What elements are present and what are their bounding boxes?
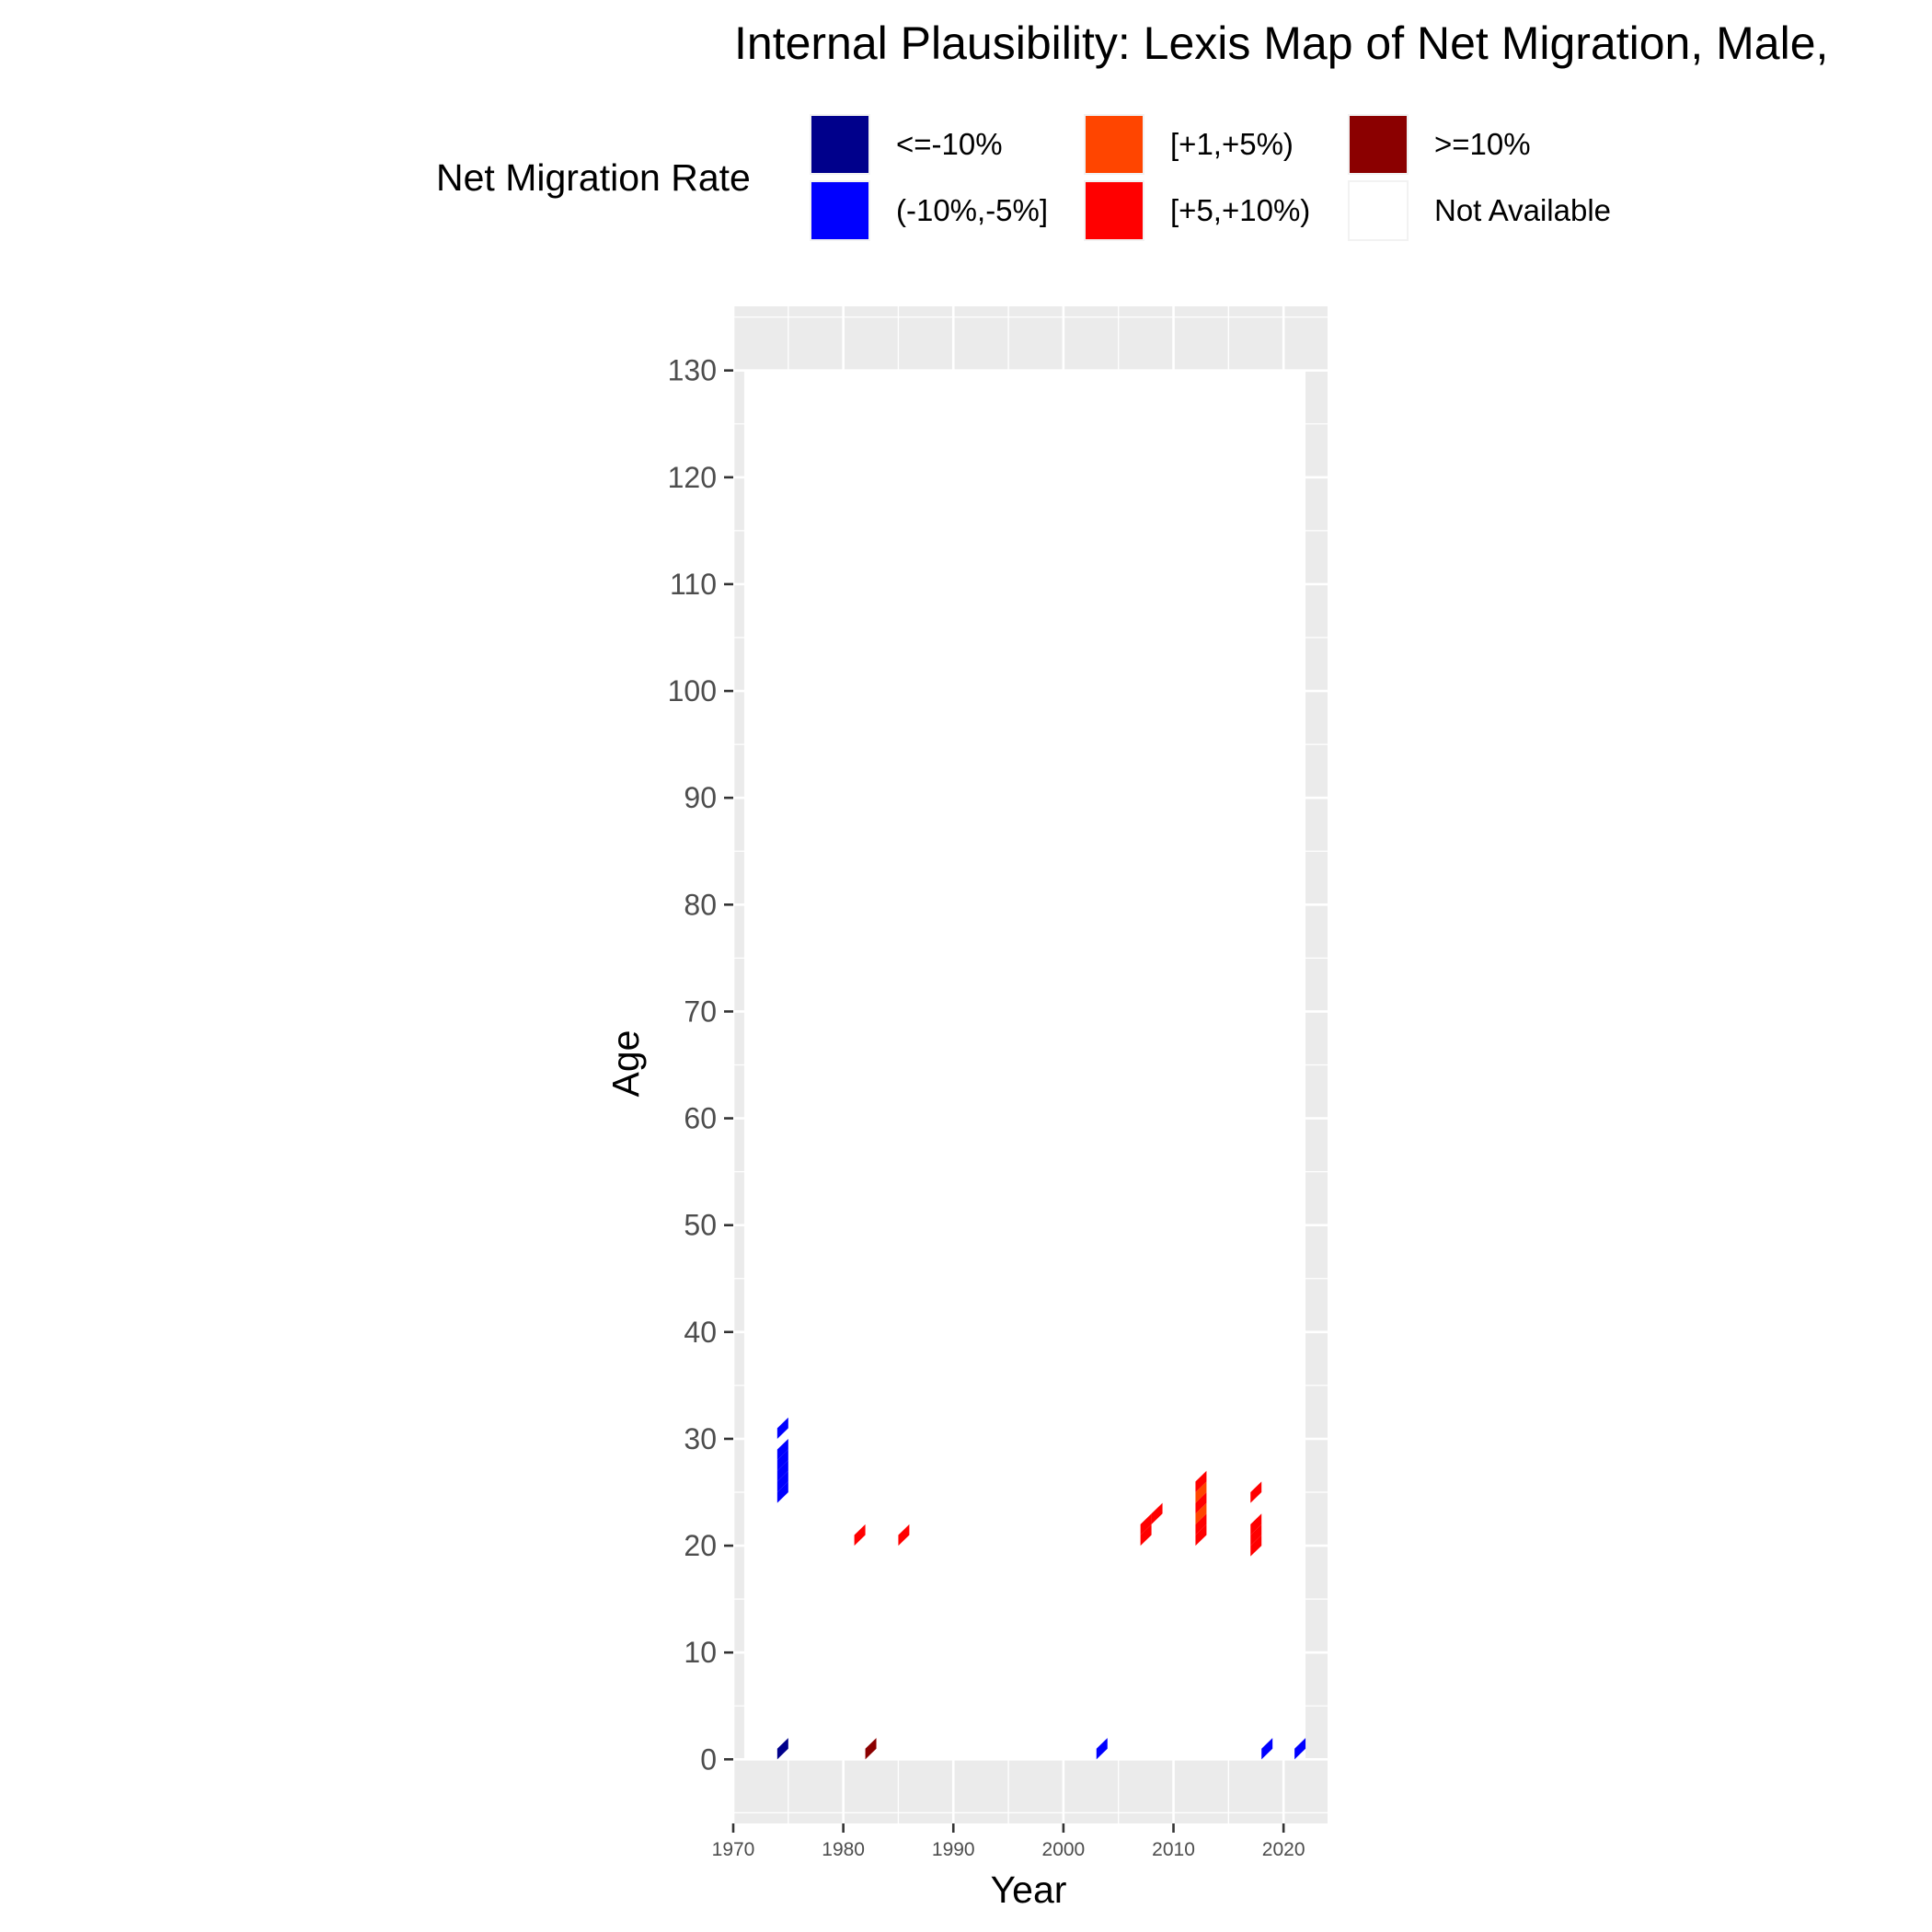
- legend-swatch: [1348, 180, 1409, 241]
- x-tick-label: 1990: [932, 1839, 975, 1860]
- lexis-cell: [1151, 1502, 1163, 1524]
- y-tick-label: 0: [700, 1742, 717, 1776]
- lexis-cell: [1250, 1535, 1262, 1557]
- legend-label: [+5,+10%): [1170, 193, 1311, 227]
- lexis-cell: [1195, 1492, 1207, 1514]
- legend-swatch: [810, 114, 870, 175]
- not-available-area: [743, 370, 1306, 1760]
- y-tick-label: 10: [684, 1636, 717, 1669]
- legend-swatch: [810, 180, 870, 241]
- legend-item-ge-10: >=10%: [1348, 112, 1531, 177]
- x-tick-label: 1970: [712, 1839, 755, 1860]
- legend-swatch: [1084, 180, 1144, 241]
- lexis-cell: [854, 1524, 866, 1547]
- lexis-cell: [898, 1524, 910, 1547]
- legend-label: (-10%,-5%]: [896, 193, 1049, 227]
- lexis-cell: [1250, 1513, 1262, 1535]
- chart-title: Internal Plausibility: Lexis Map of Net …: [734, 17, 1829, 69]
- lexis-cell: [1096, 1738, 1108, 1760]
- y-tick-label: 70: [684, 995, 717, 1028]
- axes: 0 10 20 30 40 50 60 70 80 90 100 110 120 130 1970 1980 1…: [668, 354, 1305, 1860]
- y-tick-label: 90: [684, 781, 717, 814]
- lexis-cell: [1261, 1738, 1273, 1760]
- lexis-cell: [776, 1417, 788, 1439]
- lexis-cell: [1195, 1513, 1207, 1535]
- y-tick-label: 120: [668, 461, 717, 494]
- lexis-cell: [1195, 1524, 1207, 1547]
- y-tick-label: 60: [684, 1102, 717, 1135]
- lexis-cell: [1250, 1481, 1262, 1503]
- lexis-cell: [776, 1470, 788, 1493]
- legend-title: Net Migration Rate: [436, 156, 751, 199]
- x-tick-label: 2000: [1042, 1839, 1086, 1860]
- y-tick-label: 80: [684, 888, 717, 921]
- y-tick-label: 30: [684, 1422, 717, 1455]
- plot-panel: [731, 306, 1328, 1823]
- legend-label: <=-10%: [896, 127, 1003, 161]
- lexis-cell: [1294, 1738, 1306, 1760]
- lexis-cell: [776, 1449, 788, 1471]
- y-tick-label: 100: [668, 674, 717, 707]
- lexis-cell: [1195, 1470, 1207, 1493]
- legend-item-le-minus10: <=-10%: [810, 112, 1003, 177]
- x-tick-label: 2020: [1262, 1839, 1305, 1860]
- lexis-cell: [776, 1438, 788, 1461]
- x-tick-label: 1980: [822, 1839, 865, 1860]
- lexis-cell: [865, 1738, 877, 1760]
- lexis-cell: [1195, 1481, 1207, 1503]
- x-axis-title: Year: [991, 1869, 1067, 1911]
- legend-item-plus1-plus5: [+1,+5%): [1084, 112, 1294, 177]
- y-axis-title: Age: [604, 1030, 647, 1098]
- legend-item-plus5-plus10: [+5,+10%): [1084, 178, 1310, 243]
- lexis-cell: [1195, 1502, 1207, 1524]
- lexis-cell: [1250, 1524, 1262, 1547]
- legend-swatch: [1084, 114, 1144, 175]
- data-cells: [776, 1417, 1306, 1760]
- legend-item-minus10-minus5: (-10%,-5%]: [810, 178, 1048, 243]
- lexis-cell: [776, 1481, 788, 1503]
- legend-item-not-available: Not Available: [1348, 178, 1611, 243]
- x-tick-label: 2010: [1152, 1839, 1195, 1860]
- legend-label: Not Available: [1434, 193, 1612, 227]
- lexis-cell: [776, 1738, 788, 1760]
- y-tick-label: 20: [684, 1529, 717, 1562]
- y-tick-label: 110: [670, 568, 717, 601]
- legend-swatch: [1348, 114, 1409, 175]
- y-tick-label: 40: [684, 1316, 717, 1349]
- legend-label: [+1,+5%): [1170, 127, 1294, 161]
- y-tick-label: 130: [668, 354, 717, 387]
- y-tick-label: 50: [684, 1209, 717, 1242]
- legend-label: >=10%: [1434, 127, 1531, 161]
- lexis-cell: [1140, 1513, 1152, 1535]
- lexis-cell: [776, 1460, 788, 1482]
- lexis-cell: [1140, 1524, 1152, 1547]
